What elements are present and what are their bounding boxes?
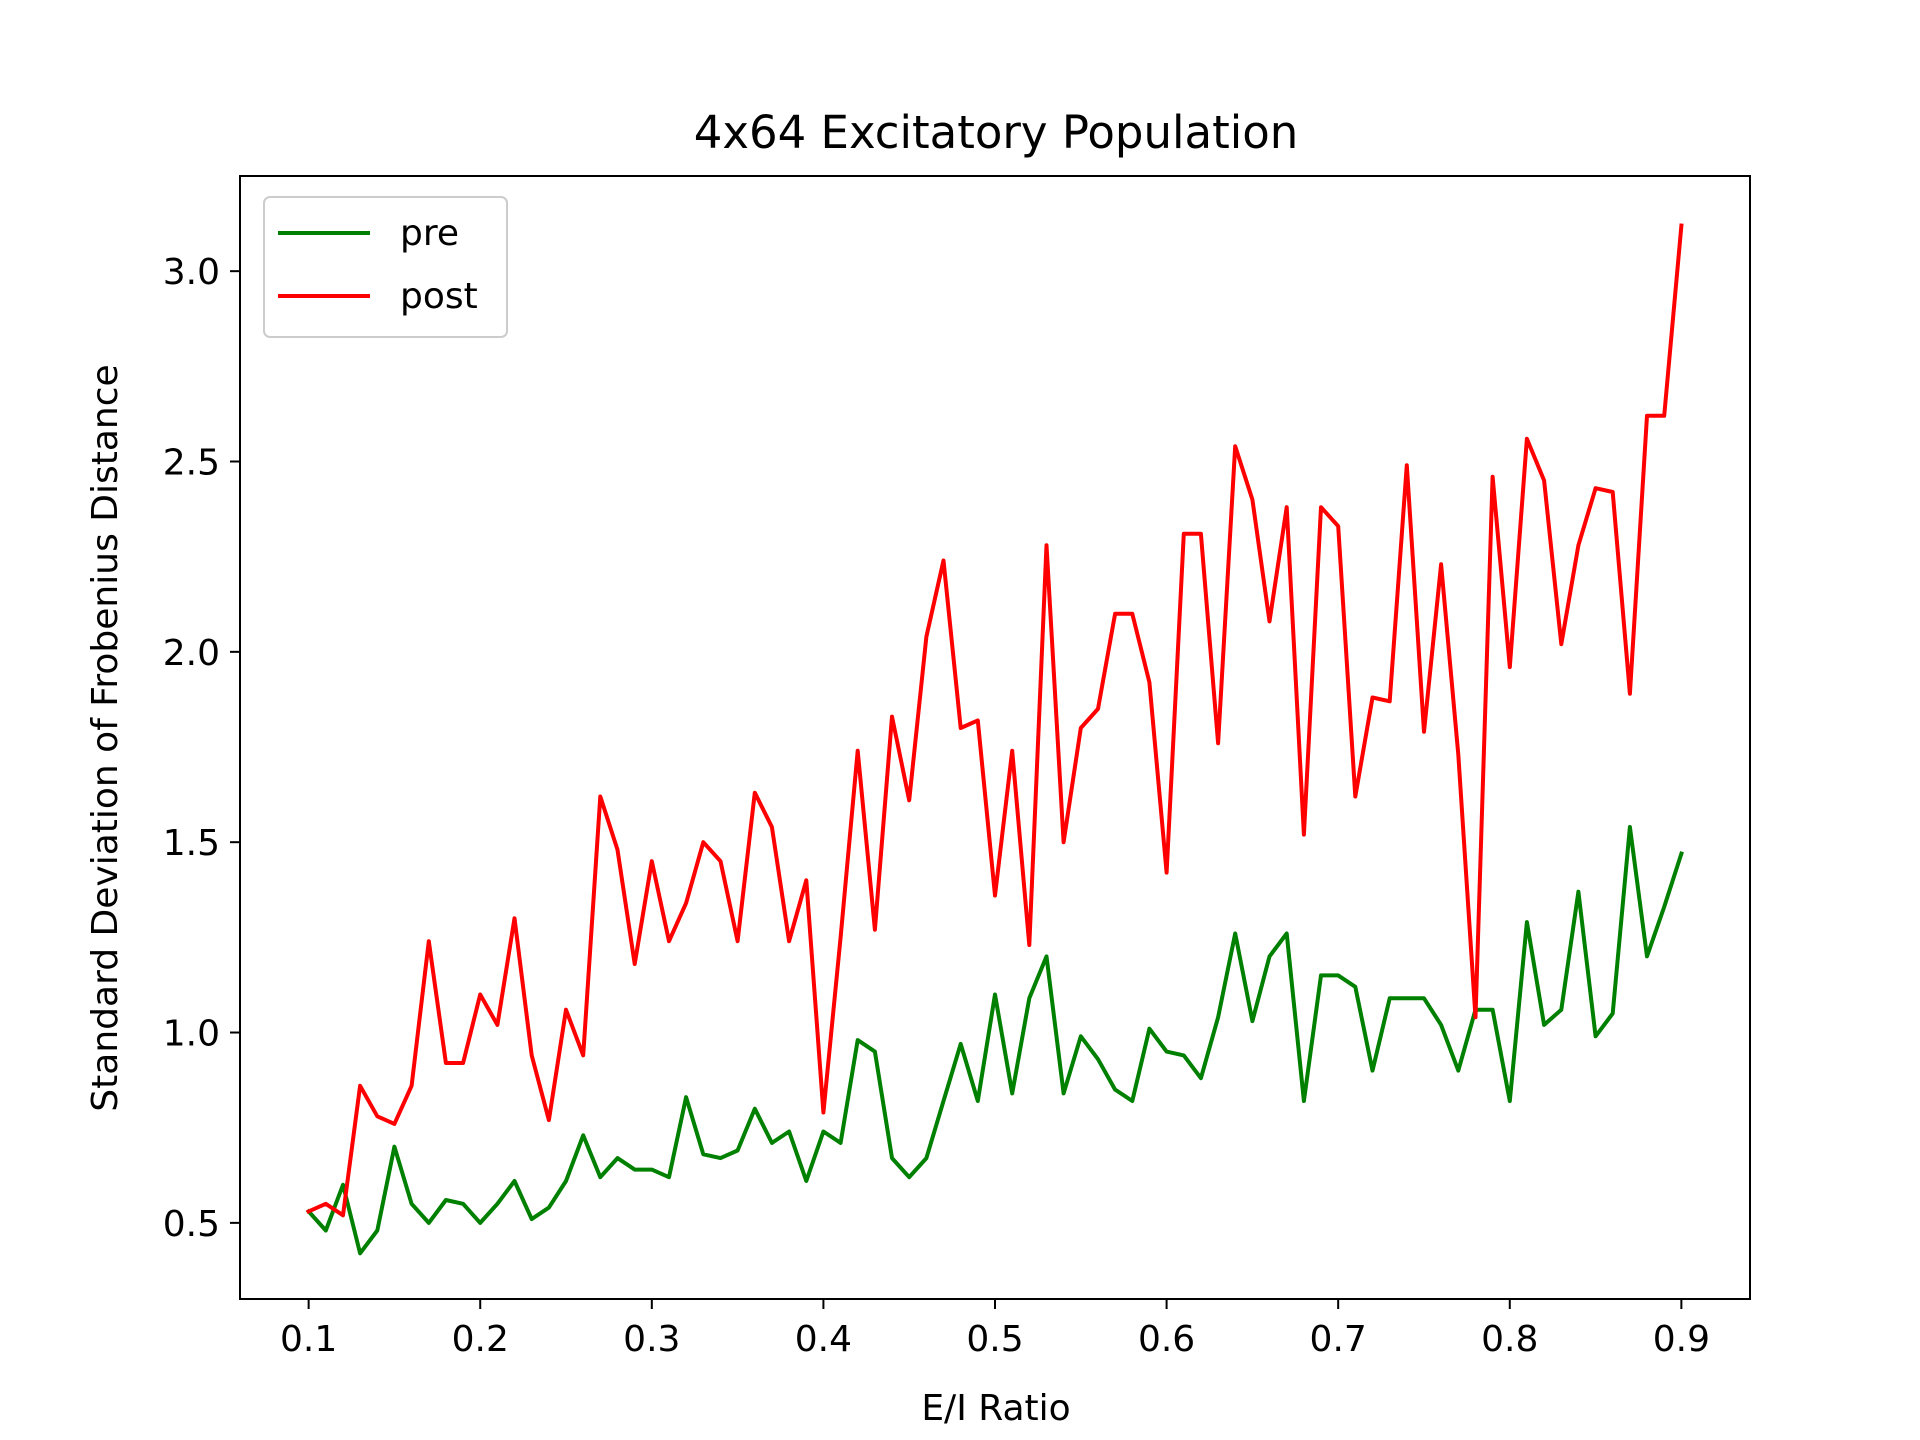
y-axis-ticks: 0.5 1.0 1.5 2.0 2.5 3.0 [163, 252, 240, 1245]
x-tick-label: 0.4 [795, 1319, 852, 1360]
legend-post-label: post [400, 276, 478, 317]
series-line-post [305, 223, 1684, 1218]
chart-title: 4x64 Excitatory Population [694, 106, 1299, 159]
y-tick-label: 3.0 [163, 252, 220, 293]
y-tick-label: 2.5 [163, 443, 220, 484]
x-tick-label: 0.7 [1310, 1319, 1367, 1360]
y-tick-label: 1.0 [163, 1014, 220, 1055]
x-tick-label: 0.3 [623, 1319, 680, 1360]
y-axis-label: Standard Deviation of Frobenius Distance [85, 364, 126, 1111]
x-tick-label: 0.8 [1481, 1319, 1538, 1360]
x-tick-label: 0.1 [280, 1319, 337, 1360]
x-axis-label: E/I Ratio [921, 1388, 1070, 1429]
series-line-pre [305, 825, 1684, 1256]
x-tick-label: 0.2 [452, 1319, 509, 1360]
x-tick-label: 0.6 [1138, 1319, 1195, 1360]
x-tick-label: 0.9 [1653, 1319, 1710, 1360]
y-tick-label: 0.5 [163, 1204, 220, 1245]
x-tick-label: 0.5 [966, 1319, 1023, 1360]
legend: pre post [263, 196, 508, 338]
y-tick-label: 2.0 [163, 633, 220, 674]
y-tick-label: 1.5 [163, 823, 220, 864]
x-axis-ticks: 0.1 0.2 0.3 0.4 0.5 0.6 0.7 0.8 0.9 [280, 1299, 1710, 1360]
series-layer [305, 223, 1684, 1256]
legend-pre-label: pre [400, 213, 459, 254]
